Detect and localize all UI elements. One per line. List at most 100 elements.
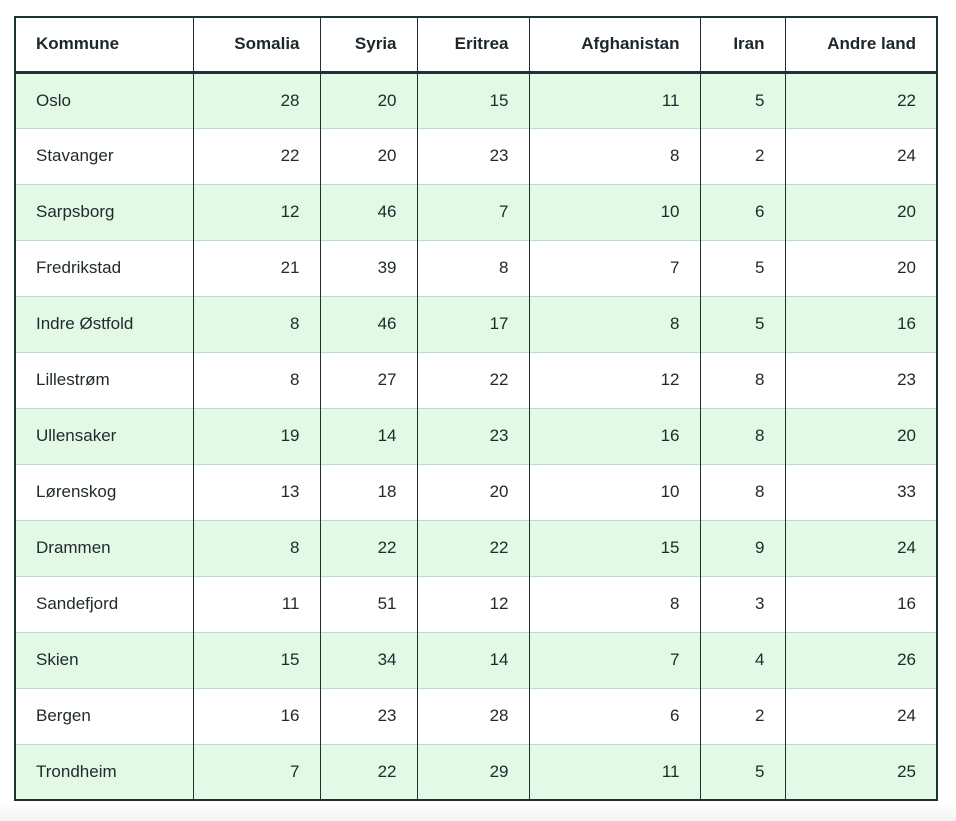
table-row: Trondheim 7 22 29 11 5 25 <box>14 743 938 800</box>
value-cell: 10 <box>528 183 701 240</box>
value-cell: 16 <box>784 575 938 632</box>
value-cell: 19 <box>192 407 321 464</box>
value-cell: 6 <box>528 687 701 744</box>
kommune-cell: Oslo <box>14 72 194 128</box>
value-cell: 20 <box>319 127 418 184</box>
value-cell: 11 <box>528 72 701 128</box>
value-cell: 15 <box>416 72 530 128</box>
value-cell: 8 <box>192 295 321 352</box>
value-cell: 7 <box>416 183 530 240</box>
value-cell: 24 <box>784 687 938 744</box>
table-row: Skien 15 34 14 7 4 26 <box>14 631 938 688</box>
value-cell: 7 <box>192 743 321 800</box>
value-cell: 2 <box>699 687 786 744</box>
kommune-cell: Trondheim <box>14 743 194 800</box>
header-cell-afghanistan: Afghanistan <box>528 17 701 74</box>
table-row: Oslo 28 20 15 11 5 22 <box>14 72 938 128</box>
kommune-cell: Lørenskog <box>14 463 194 520</box>
kommune-table: Kommune Somalia Syria Eritrea Afghanistan Ira… <box>14 16 938 801</box>
value-cell: 16 <box>784 295 938 352</box>
table-row: Ullensaker 19 14 23 16 8 20 <box>14 407 938 464</box>
value-cell: 8 <box>528 295 701 352</box>
value-cell: 8 <box>699 351 786 408</box>
table-row: Stavanger 22 20 23 8 2 24 <box>14 127 938 184</box>
value-cell: 22 <box>319 743 418 800</box>
kommune-cell: Fredrikstad <box>14 239 194 296</box>
table-row: Drammen 8 22 22 15 9 24 <box>14 519 938 576</box>
kommune-cell: Ullensaker <box>14 407 194 464</box>
kommune-cell: Indre Østfold <box>14 295 194 352</box>
value-cell: 3 <box>699 575 786 632</box>
value-cell: 9 <box>699 519 786 576</box>
value-cell: 5 <box>699 295 786 352</box>
table-row: Indre Østfold 8 46 17 8 5 16 <box>14 295 938 352</box>
value-cell: 46 <box>319 295 418 352</box>
table-row: Fredrikstad 21 39 8 7 5 20 <box>14 239 938 296</box>
value-cell: 5 <box>699 72 786 128</box>
table-row: Bergen 16 23 28 6 2 24 <box>14 687 938 744</box>
value-cell: 22 <box>319 519 418 576</box>
value-cell: 7 <box>528 631 701 688</box>
value-cell: 15 <box>192 631 321 688</box>
value-cell: 22 <box>416 519 530 576</box>
header-cell-syria: Syria <box>319 17 418 74</box>
header-cell-somalia: Somalia <box>192 17 321 74</box>
value-cell: 14 <box>416 631 530 688</box>
value-cell: 29 <box>416 743 530 800</box>
value-cell: 8 <box>192 351 321 408</box>
bottom-shadow <box>0 806 956 821</box>
value-cell: 8 <box>699 463 786 520</box>
value-cell: 8 <box>192 519 321 576</box>
value-cell: 16 <box>192 687 321 744</box>
value-cell: 33 <box>784 463 938 520</box>
value-cell: 4 <box>699 631 786 688</box>
header-cell-iran: Iran <box>699 17 786 74</box>
kommune-cell: Sandefjord <box>14 575 194 632</box>
value-cell: 14 <box>319 407 418 464</box>
table-row: Lørenskog 13 18 20 10 8 33 <box>14 463 938 520</box>
value-cell: 8 <box>528 127 701 184</box>
kommune-cell: Lillestrøm <box>14 351 194 408</box>
kommune-cell: Drammen <box>14 519 194 576</box>
value-cell: 23 <box>784 351 938 408</box>
value-cell: 24 <box>784 127 938 184</box>
value-cell: 20 <box>784 239 938 296</box>
value-cell: 21 <box>192 239 321 296</box>
value-cell: 22 <box>192 127 321 184</box>
header-cell-eritrea: Eritrea <box>416 17 530 74</box>
value-cell: 28 <box>416 687 530 744</box>
value-cell: 20 <box>416 463 530 520</box>
value-cell: 39 <box>319 239 418 296</box>
value-cell: 13 <box>192 463 321 520</box>
value-cell: 26 <box>784 631 938 688</box>
kommune-cell: Skien <box>14 631 194 688</box>
value-cell: 8 <box>416 239 530 296</box>
value-cell: 28 <box>192 72 321 128</box>
value-cell: 8 <box>528 575 701 632</box>
value-cell: 12 <box>192 183 321 240</box>
value-cell: 23 <box>416 407 530 464</box>
header-row: Kommune Somalia Syria Eritrea Afghanistan Ira… <box>14 17 938 74</box>
value-cell: 23 <box>319 687 418 744</box>
value-cell: 24 <box>784 519 938 576</box>
value-cell: 22 <box>416 351 530 408</box>
value-cell: 46 <box>319 183 418 240</box>
value-cell: 12 <box>528 351 701 408</box>
value-cell: 25 <box>784 743 938 800</box>
value-cell: 11 <box>192 575 321 632</box>
value-cell: 20 <box>319 72 418 128</box>
header-cell-andre-land: Andre land <box>784 17 938 74</box>
value-cell: 23 <box>416 127 530 184</box>
value-cell: 27 <box>319 351 418 408</box>
value-cell: 7 <box>528 239 701 296</box>
value-cell: 10 <box>528 463 701 520</box>
value-cell: 5 <box>699 239 786 296</box>
value-cell: 34 <box>319 631 418 688</box>
value-cell: 17 <box>416 295 530 352</box>
value-cell: 22 <box>784 72 938 128</box>
value-cell: 12 <box>416 575 530 632</box>
table-row: Sarpsborg 12 46 7 10 6 20 <box>14 183 938 240</box>
value-cell: 51 <box>319 575 418 632</box>
value-cell: 5 <box>699 743 786 800</box>
